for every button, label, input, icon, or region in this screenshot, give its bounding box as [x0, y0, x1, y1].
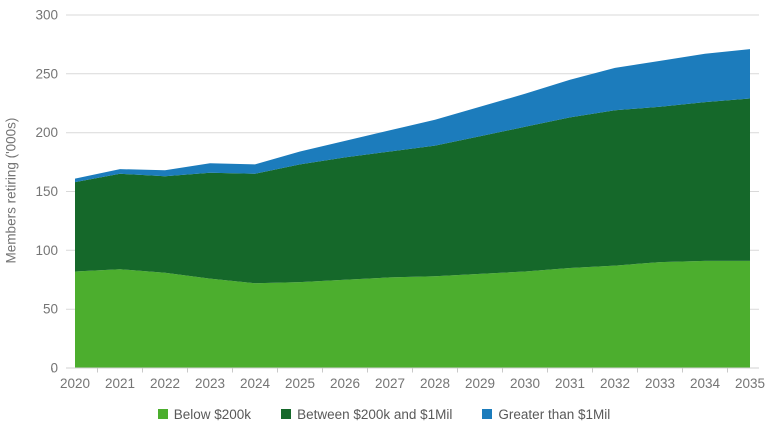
x-tick-label-2034: 2034	[690, 376, 721, 391]
legend-swatch-between-200k-1mil	[281, 409, 292, 419]
legend-label-between-200k-1mil: Between $200k and $1Mil	[297, 406, 453, 422]
y-tick-label-0: 0	[50, 361, 58, 376]
x-tick-label-2035: 2035	[735, 376, 765, 391]
legend-label-greater-1mil: Greater than $1Mil	[498, 406, 611, 422]
x-tick-label-2031: 2031	[555, 376, 585, 391]
legend-label-below-200k: Below $200k	[173, 406, 252, 422]
x-tick-label-2029: 2029	[465, 376, 495, 391]
y-tick-label-200: 200	[35, 125, 58, 140]
y-tick-label-150: 150	[35, 184, 58, 199]
legend-swatch-below-200k	[157, 409, 168, 419]
legend: Below $200k Between $200k and $1Mil Grea…	[0, 403, 768, 425]
x-tick-label-2024: 2024	[240, 376, 271, 391]
area-series-0	[75, 260, 750, 368]
legend-swatch-greater-1mil	[482, 409, 493, 419]
x-tick-label-2026: 2026	[330, 376, 360, 391]
x-tick-label-2021: 2021	[105, 376, 135, 391]
x-tick-label-2023: 2023	[195, 376, 225, 391]
x-tick-label-2033: 2033	[645, 376, 675, 391]
y-tick-label-50: 50	[43, 302, 58, 317]
x-tick-label-2025: 2025	[285, 376, 315, 391]
area-series-2	[75, 49, 750, 183]
legend-item-below-200k: Below $200k	[157, 406, 252, 422]
x-tick-label-2028: 2028	[420, 376, 450, 391]
legend-item-between-200k-1mil: Between $200k and $1Mil	[281, 407, 452, 422]
x-tick-label-2022: 2022	[150, 376, 180, 391]
x-tick-label-2032: 2032	[600, 376, 630, 391]
plot-area: 0 50 100 150 200 250 300 2020 2021 2022 2023 2024 20…	[35, 8, 765, 392]
y-tick-label-300: 300	[35, 8, 58, 23]
x-tick-label-2030: 2030	[510, 376, 540, 391]
area-series-1	[75, 98, 750, 284]
y-tick-label-250: 250	[35, 66, 58, 81]
x-tick-label-2027: 2027	[375, 376, 405, 391]
x-tick-label-2020: 2020	[60, 376, 90, 391]
legend-item-greater-1mil: Greater than $1Mil	[482, 407, 610, 422]
y-tick-label-100: 100	[35, 243, 58, 258]
